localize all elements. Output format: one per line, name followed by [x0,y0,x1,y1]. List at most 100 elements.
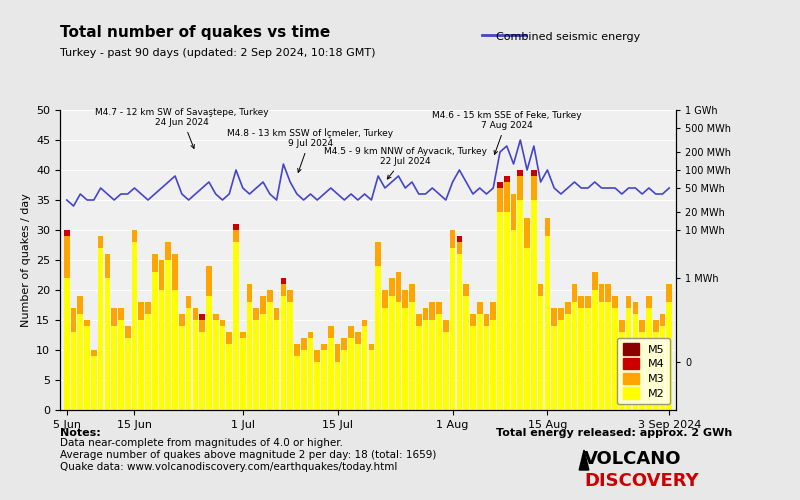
Bar [91,350,97,356]
Bar [64,278,70,410]
Bar [463,284,469,296]
Bar [646,296,652,308]
Bar [219,320,226,326]
Bar [226,344,232,410]
Bar [430,302,435,320]
Bar [131,230,138,242]
Text: Data near-complete from magnitudes of 4.0 or higher.: Data near-complete from magnitudes of 4.… [60,438,343,448]
Bar [362,326,367,410]
Bar [571,284,578,302]
Bar [389,296,394,410]
Bar [179,314,185,326]
Bar [470,326,476,410]
Bar [565,302,570,314]
Bar [592,290,598,410]
Bar [334,362,341,410]
Bar [260,296,266,314]
Bar [246,302,253,410]
Bar [355,344,361,410]
Bar [355,332,361,344]
Bar [633,314,638,410]
Bar [571,302,578,410]
Bar [450,248,455,410]
Bar [267,302,273,410]
Bar [274,320,279,410]
Bar [443,320,449,332]
Bar [626,308,631,410]
Text: M4.6 - 15 km SSE of Feke, Turkey
7 Aug 2024: M4.6 - 15 km SSE of Feke, Turkey 7 Aug 2… [432,110,582,154]
Bar [307,338,314,410]
Bar [402,308,408,410]
Bar [328,338,334,410]
Bar [422,320,429,410]
Bar [497,212,503,410]
Legend: M5, M4, M3, M2: M5, M4, M3, M2 [617,338,670,404]
Bar [565,314,570,410]
Bar [287,302,293,410]
Bar [450,230,455,248]
Bar [186,308,191,410]
Bar [504,212,510,410]
Bar [612,308,618,410]
Bar [166,242,171,260]
Bar [138,302,144,320]
Bar [301,350,306,410]
Bar [524,218,530,248]
Bar [551,308,557,326]
Bar [158,260,165,290]
Bar [619,320,625,332]
Bar [497,182,503,188]
Bar [375,242,381,266]
Bar [369,344,374,350]
Bar [348,326,354,338]
Bar [342,338,347,350]
Bar [219,326,226,410]
Bar [409,284,415,302]
Bar [585,296,591,308]
Bar [606,284,611,302]
Bar [666,284,672,302]
Bar [118,320,124,410]
Bar [213,314,218,320]
Bar [105,278,110,410]
Bar [193,308,198,320]
Text: DISCOVERY: DISCOVERY [584,472,698,490]
Bar [233,242,239,410]
Bar [246,284,253,302]
Bar [334,344,341,362]
Bar [382,290,388,308]
Bar [369,350,374,410]
Bar [186,296,191,308]
Bar [389,278,394,296]
Bar [531,200,537,410]
Y-axis label: Number of quakes / day: Number of quakes / day [21,193,30,327]
Bar [240,338,246,410]
Bar [281,296,286,410]
Bar [659,326,666,410]
Bar [490,320,496,410]
Bar [342,350,347,410]
Bar [145,302,151,314]
Bar [125,326,130,338]
Bar [321,350,327,410]
Bar [111,308,117,326]
Bar [510,230,517,410]
Text: Average number of quakes above magnitude 2 per day: 18 (total: 1659): Average number of quakes above magnitude… [60,450,436,460]
Bar [84,320,90,326]
Bar [592,272,598,290]
Bar [443,332,449,410]
Bar [436,314,442,410]
Bar [395,272,402,302]
Text: Turkey - past 90 days (updated: 2 Sep 2024, 10:18 GMT): Turkey - past 90 days (updated: 2 Sep 20… [60,48,375,58]
Bar [382,308,388,410]
Bar [328,326,334,338]
Bar [70,332,77,410]
Bar [260,314,266,410]
Bar [518,200,523,410]
Bar [531,170,537,176]
Bar [477,302,482,314]
Bar [470,314,476,326]
Bar [436,302,442,314]
Bar [578,308,584,410]
Bar [497,188,503,212]
